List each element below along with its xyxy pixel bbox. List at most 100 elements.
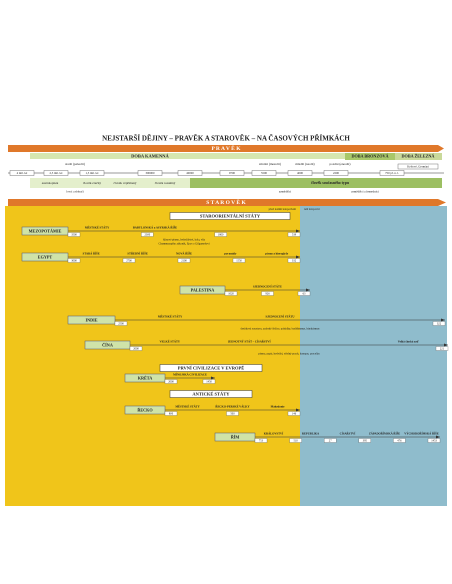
date-box <box>254 438 268 443</box>
state-note: MĚSTSKÉ STÁTY <box>85 226 110 230</box>
state-name: PALESTINA <box>191 287 215 292</box>
date-box <box>164 411 178 416</box>
state-note: klínové písmo, hvězdářství, kola, vůz <box>163 239 206 242</box>
date-label: 300000 <box>146 171 156 175</box>
date-box <box>289 438 302 443</box>
state-note: REPUBLIKA <box>302 432 320 436</box>
date-label: 9700 <box>229 171 236 175</box>
date-box <box>287 411 301 416</box>
state-note: ZÁPADOŘÍMSKÁ ŘÍŠE <box>369 432 400 436</box>
date-box <box>297 291 311 296</box>
human-label: australopitek <box>42 181 59 185</box>
state-note: SJEDNOCENÍ STÁTU <box>266 315 296 319</box>
date-label: 1450 <box>206 380 212 383</box>
date-box <box>177 170 203 176</box>
timeline-arrow <box>296 408 300 412</box>
date-label: 221 <box>440 347 445 350</box>
date-label: 500 <box>230 412 235 415</box>
date-box <box>219 170 245 176</box>
date-box <box>287 170 313 176</box>
date-label: 1800 <box>218 233 224 236</box>
human-label: člověk zručný <box>83 181 101 185</box>
date-label: 395 <box>363 439 368 442</box>
date-box <box>79 170 105 176</box>
state-note: BABYLONSKÁ a ASYRSKÁ ŘÍŠE <box>133 226 177 230</box>
timeline-arrow <box>441 318 445 322</box>
date-box <box>261 291 274 296</box>
section-box <box>169 212 291 220</box>
human-label: člověk vzpřímený <box>114 181 137 185</box>
period-label: pozdní (eneolit) <box>330 162 351 166</box>
date-label: 800 <box>169 412 174 415</box>
date-label: 926 <box>265 292 270 295</box>
date-box <box>432 321 446 326</box>
era-label: S T A R O V Ě K <box>206 198 246 206</box>
state-note: VELKÉ STÁTY <box>160 340 181 344</box>
date-box <box>232 258 246 263</box>
date-box <box>393 438 406 443</box>
date-box <box>129 346 143 351</box>
date-label: 332 <box>292 259 297 262</box>
state-name: KRÉTA <box>138 375 153 380</box>
state-note: NOVÁ ŘÍŠE <box>176 252 192 256</box>
human-band <box>30 178 190 188</box>
date-label: 63 <box>303 292 306 295</box>
iron-age-band <box>395 153 442 160</box>
date-box <box>287 232 301 237</box>
date-label: 1453 <box>431 439 437 442</box>
state-name: MEZOPOTÁMIE <box>29 228 62 233</box>
age-label: DOBA KAMENNÁ <box>131 154 169 159</box>
date-box <box>251 170 277 176</box>
date-label: 3000 <box>71 259 77 262</box>
date-box <box>67 258 81 263</box>
state-box <box>124 405 166 415</box>
date-box <box>287 258 301 263</box>
state-box <box>179 285 226 295</box>
date-label: 1020 <box>228 292 234 295</box>
section-box <box>169 390 253 398</box>
section-title: ANTICKÉ STÁTY <box>192 391 230 396</box>
timeline-arrow <box>211 376 215 380</box>
era-note: před naším letopočtem <box>269 207 297 211</box>
date-label: 2000 <box>133 347 139 350</box>
timeline-arrow <box>444 343 448 347</box>
state-note: desítková soustava, arabské číslice, poh… <box>241 328 320 331</box>
date-box <box>164 379 178 384</box>
date-label: 2100 <box>181 259 187 262</box>
date-label: 1550 <box>236 259 242 262</box>
date-label: 3500 <box>71 233 77 236</box>
economy-label: lovci a sběrači <box>66 190 83 194</box>
date-label: 2200 <box>333 171 340 175</box>
date-box <box>224 291 238 296</box>
section-title: PRVNÍ CIVILIZACE V EVROPĚ <box>178 365 245 370</box>
date-label: 750 př. n. l. <box>385 171 399 175</box>
date-box <box>202 379 216 384</box>
date-box <box>114 321 128 326</box>
date-label: 2000 <box>168 380 174 383</box>
era-label: P R A V Ě K <box>212 144 242 152</box>
section-box <box>159 364 263 372</box>
state-note: CÍSAŘSTVÍ <box>340 432 357 436</box>
state-note: JEDNOTNÝ STÁT – CÍSAŘSTVÍ <box>228 340 272 344</box>
state-box <box>84 340 131 350</box>
date-box <box>67 232 81 237</box>
timeline-arrow <box>436 435 440 439</box>
bronze-age-band <box>345 153 395 160</box>
starovek-banner <box>8 199 446 206</box>
title: NEJSTARŠÍ DĚJINY – PRAVĚK A STAROVĚK – N… <box>102 135 350 143</box>
state-box <box>67 315 116 325</box>
timeline-arrow <box>296 229 300 233</box>
date-box <box>435 346 449 351</box>
date-box <box>141 232 154 237</box>
date-box <box>43 170 69 176</box>
date-label: 2300 <box>145 233 151 236</box>
state-name: ŘÍM <box>231 434 240 439</box>
timeline-arrow <box>296 255 300 259</box>
state-note: MĚSTSKÉ STÁTY <box>158 315 183 319</box>
state-note: ŘECKO-PERSKÉ VÁLKY <box>215 405 250 409</box>
date-label: 40000 <box>186 171 194 175</box>
date-label: 753 <box>259 439 264 442</box>
state-note: písmo, papír, hedvábí, střelný prach, ko… <box>258 353 320 356</box>
period-label: střední (mezolit) <box>259 162 281 166</box>
